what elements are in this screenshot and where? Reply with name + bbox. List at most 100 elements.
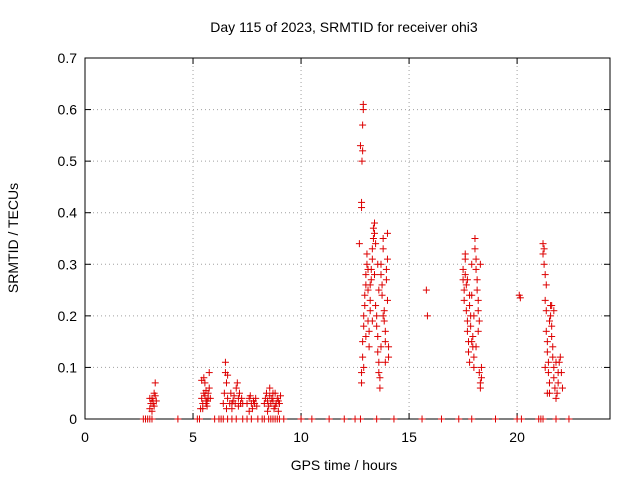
data-point: [358, 379, 366, 387]
data-point: [358, 204, 366, 212]
data-point: [542, 307, 550, 315]
data-point: [358, 157, 366, 165]
data-point: [557, 369, 565, 377]
data-point: [517, 415, 525, 423]
data-point: [385, 343, 393, 351]
data-point: [377, 343, 385, 351]
data-point: [356, 415, 364, 423]
data-point: [541, 271, 549, 279]
data-point: [552, 415, 560, 423]
data-point: [382, 265, 390, 273]
data-point: [383, 229, 391, 237]
data-point: [360, 322, 368, 330]
data-point: [558, 384, 566, 392]
data-point: [466, 358, 474, 366]
data-point: [477, 363, 485, 371]
data-point: [473, 286, 481, 294]
data-point: [550, 363, 558, 371]
data-point: [472, 255, 480, 263]
data-point: [539, 240, 547, 248]
data-point: [546, 317, 554, 325]
data-point: [264, 407, 272, 415]
data-point: [462, 307, 470, 315]
data-point: [544, 358, 552, 366]
data-point: [364, 265, 372, 273]
data-point: [151, 379, 159, 387]
data-point: [463, 276, 471, 284]
data-point: [325, 415, 333, 423]
data-point: [275, 400, 283, 408]
data-point: [368, 245, 376, 253]
data-point: [455, 415, 463, 423]
data-point: [477, 374, 485, 382]
data-point: [220, 389, 228, 397]
data-point: [539, 415, 547, 423]
data-point: [269, 389, 277, 397]
data-point: [476, 384, 484, 392]
data-point: [464, 348, 472, 356]
data-point: [253, 402, 261, 410]
data-point: [471, 245, 479, 253]
data-point: [359, 100, 367, 108]
data-point: [383, 255, 391, 263]
data-point: [366, 296, 374, 304]
data-point: [232, 384, 240, 392]
data-point: [372, 302, 380, 310]
data-point: [363, 250, 371, 258]
data-point: [375, 369, 383, 377]
data-point: [360, 312, 368, 320]
data-point: [380, 317, 388, 325]
data-point: [544, 369, 552, 377]
data-point: [472, 343, 480, 351]
data-points: [139, 100, 573, 423]
data-point: [234, 402, 242, 410]
data-point: [473, 276, 481, 284]
data-point: [466, 291, 474, 299]
data-point: [461, 250, 469, 258]
data-point: [463, 327, 471, 335]
data-point: [542, 327, 550, 335]
y-tick-label: 0.2: [58, 308, 78, 324]
data-point: [548, 332, 556, 340]
data-point: [385, 353, 393, 361]
data-point: [252, 394, 260, 402]
data-point: [340, 415, 348, 423]
data-point: [383, 296, 391, 304]
y-tick-label: 0.5: [58, 153, 78, 169]
data-point: [460, 286, 468, 294]
y-axis-label: SRMTID / TECUs: [5, 183, 21, 293]
data-point: [374, 260, 382, 268]
data-point: [549, 353, 557, 361]
data-point: [379, 245, 387, 253]
data-point: [553, 389, 561, 397]
data-point: [552, 394, 560, 402]
data-point: [546, 379, 554, 387]
data-point: [474, 327, 482, 335]
data-point: [359, 121, 367, 129]
data-point: [373, 312, 381, 320]
data-point: [543, 338, 551, 346]
grid: [85, 58, 610, 419]
data-point: [459, 265, 467, 273]
data-point: [224, 371, 232, 379]
data-point: [152, 397, 160, 405]
data-point: [367, 276, 375, 284]
axis-ticks: [84, 57, 610, 420]
data-point: [233, 379, 241, 387]
data-point: [373, 322, 381, 330]
data-point: [148, 415, 156, 423]
data-point: [550, 374, 558, 382]
data-point: [356, 142, 364, 150]
tick-labels: 0 0.1 0.2 0.3 0.4 0.5 0.6 0.7 0 5 10 15 20: [58, 50, 526, 445]
data-point: [371, 271, 379, 279]
data-point: [219, 400, 227, 408]
x-tick-label: 15: [401, 429, 417, 445]
data-point: [198, 376, 206, 384]
data-point: [199, 405, 207, 413]
data-point: [382, 276, 390, 284]
data-point: [174, 415, 182, 423]
data-point: [556, 353, 564, 361]
data-point: [361, 302, 369, 310]
data-point: [374, 348, 382, 356]
